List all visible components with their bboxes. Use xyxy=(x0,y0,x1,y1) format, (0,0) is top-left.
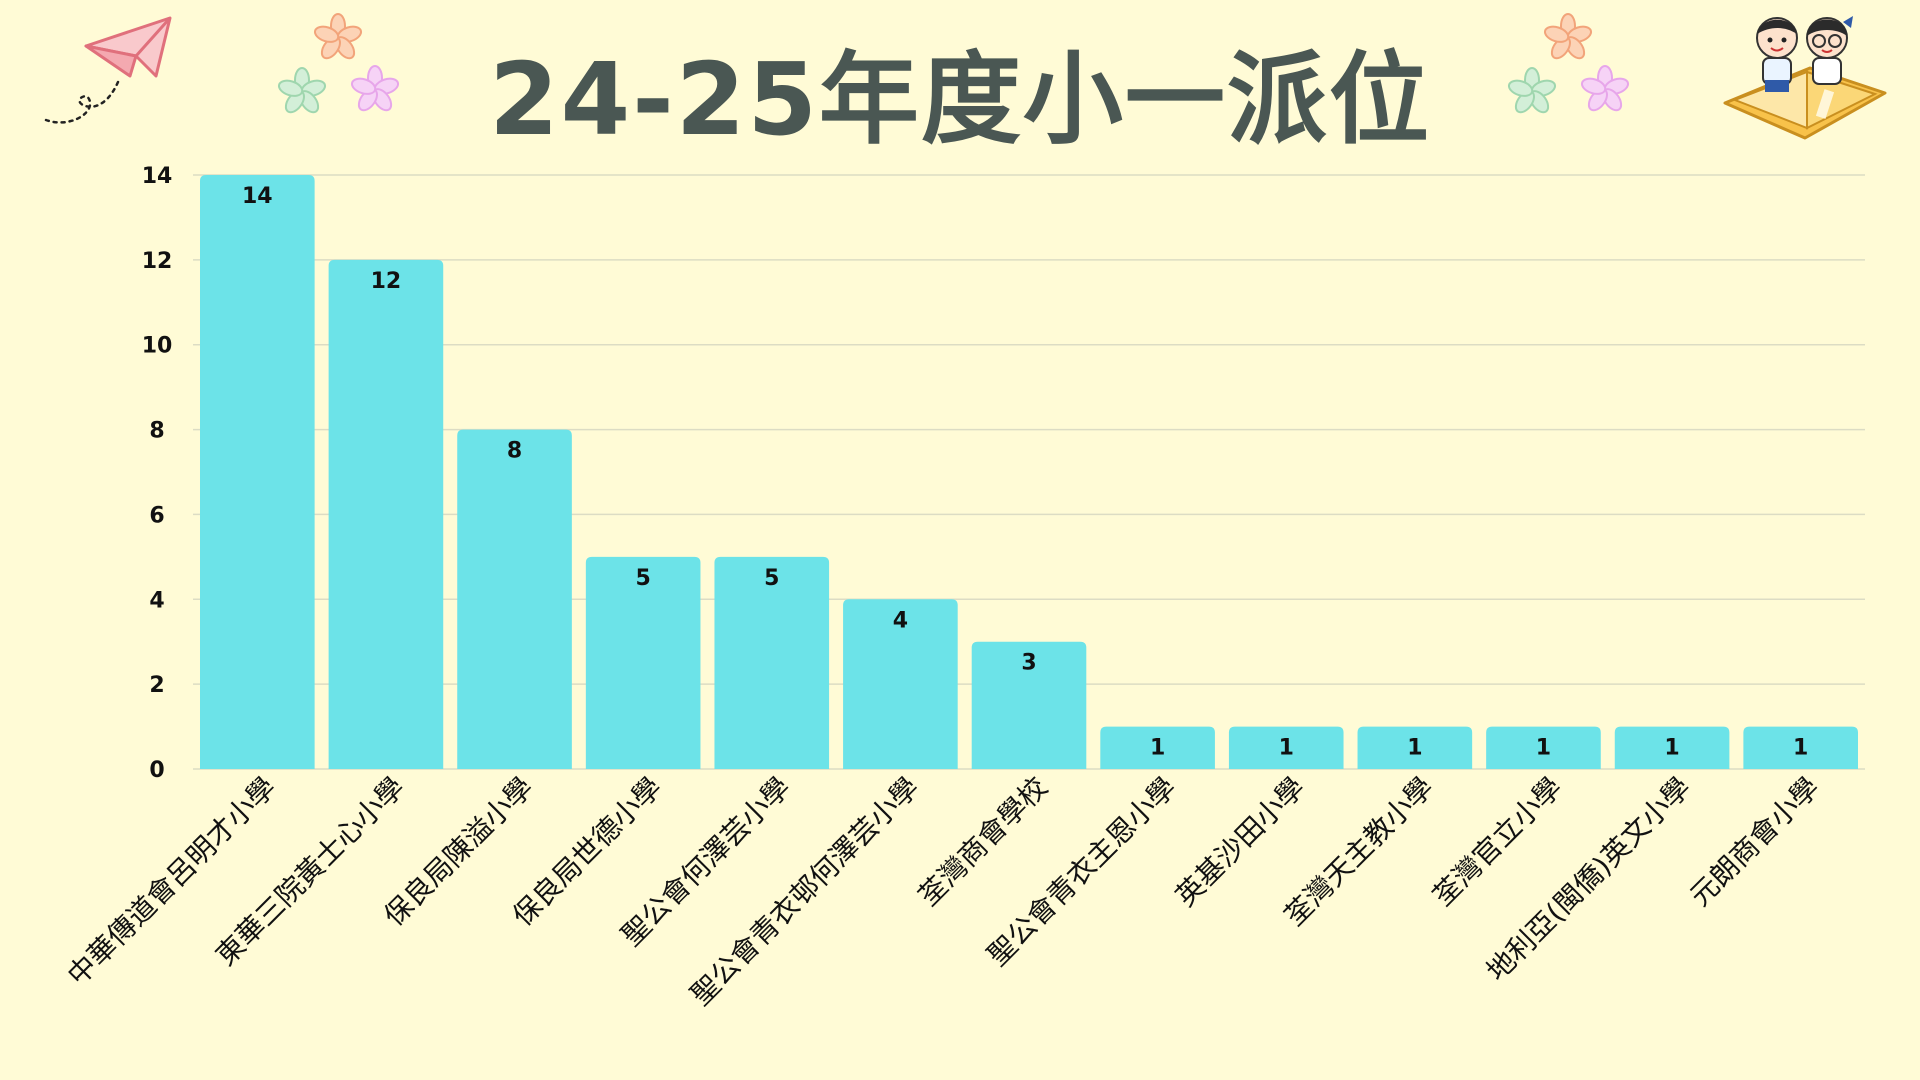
bar xyxy=(1100,726,1215,769)
bar xyxy=(1228,726,1344,769)
data-label: 12 xyxy=(371,269,402,294)
data-label: 3 xyxy=(1021,651,1036,676)
data-label: 1 xyxy=(1150,736,1165,761)
x-category-label: 荃灣官立小學 xyxy=(1426,771,1568,913)
data-label: 5 xyxy=(635,566,650,591)
bar xyxy=(1357,726,1473,769)
bar xyxy=(1614,726,1730,769)
data-label: 1 xyxy=(1793,736,1808,761)
data-label: 4 xyxy=(893,608,908,633)
y-tick-label: 0 xyxy=(149,758,164,783)
y-tick-label: 8 xyxy=(149,419,164,444)
flower-icon xyxy=(1507,13,1630,114)
page-title: 24-25年度小一派位 xyxy=(489,41,1431,158)
children-reading-book-icon xyxy=(1723,16,1887,140)
y-tick-label: 6 xyxy=(149,503,164,528)
data-label: 1 xyxy=(1407,736,1422,761)
x-category-label: 聖公會青衣邨何澤芸小學 xyxy=(684,771,925,1012)
bar xyxy=(714,556,830,769)
data-label: 1 xyxy=(1536,736,1551,761)
x-category-label: 中華傳道會呂明才小學 xyxy=(61,771,282,992)
y-tick-label: 14 xyxy=(142,164,173,189)
bar xyxy=(200,175,315,769)
bar xyxy=(457,429,572,769)
data-label: 14 xyxy=(242,184,273,209)
data-label: 1 xyxy=(1279,736,1294,761)
flower-icon xyxy=(277,13,400,114)
bar xyxy=(585,556,701,769)
bar xyxy=(328,259,444,769)
x-category-label: 荃灣商會學校 xyxy=(912,771,1054,913)
x-category-label: 元朗商會小學 xyxy=(1684,771,1826,913)
y-tick-label: 10 xyxy=(142,334,173,359)
y-tick-label: 12 xyxy=(142,249,173,274)
bar xyxy=(1486,726,1601,769)
y-tick-label: 4 xyxy=(149,588,164,613)
data-label: 8 xyxy=(507,439,522,464)
x-category-label: 英基沙田小學 xyxy=(1169,771,1311,913)
y-tick-label: 2 xyxy=(149,673,164,698)
data-label: 5 xyxy=(764,566,779,591)
bar xyxy=(843,599,958,769)
paper-plane-icon xyxy=(44,16,172,124)
bar xyxy=(971,641,1087,769)
data-label: 1 xyxy=(1664,736,1679,761)
bar xyxy=(1743,726,1858,769)
